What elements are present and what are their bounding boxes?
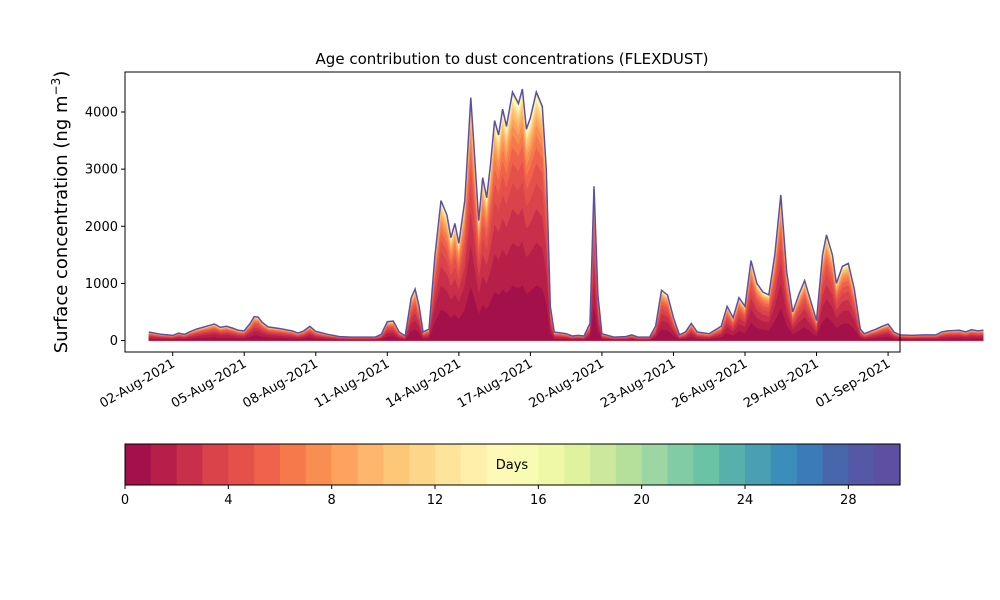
x-tick-label: 08-Aug-2021 xyxy=(240,356,320,411)
x-tick-label: 01-Sep-2021 xyxy=(813,356,893,411)
colorbar-segment xyxy=(796,444,824,485)
chart-title: Age contribution to dust concentrations … xyxy=(316,50,709,68)
y-tick-label: 0 xyxy=(110,334,118,349)
colorbar-segment xyxy=(305,444,333,485)
y-tick-label: 1000 xyxy=(85,277,118,292)
colorbar-segment xyxy=(641,444,669,485)
y-tick-label: 4000 xyxy=(85,106,118,121)
colorbar-tick-label: 16 xyxy=(530,493,547,508)
colorbar-segment xyxy=(228,444,255,485)
colorbar-segment xyxy=(409,444,436,485)
colorbar-segment xyxy=(822,444,849,485)
colorbar-frame xyxy=(124,443,901,486)
colorbar-segment xyxy=(125,444,152,485)
colorbar-segment xyxy=(719,444,746,485)
colorbar-segment xyxy=(486,444,514,485)
colorbar-segment xyxy=(460,444,488,485)
colorbar-segment xyxy=(848,444,875,485)
x-tick-label: 23-Aug-2021 xyxy=(598,356,678,411)
y-tick-label: 3000 xyxy=(85,163,118,178)
x-tick-label: 05-Aug-2021 xyxy=(169,356,249,411)
colorbar-segment xyxy=(383,444,410,485)
colorbar-segment xyxy=(435,444,462,485)
colorbar-segment xyxy=(150,444,178,485)
x-tick-label: 17-Aug-2021 xyxy=(455,356,535,411)
x-tick-label: 14-Aug-2021 xyxy=(384,356,464,411)
colorbar-segment xyxy=(693,444,720,485)
colorbar-tick-label: 28 xyxy=(840,493,857,508)
colorbar-tick-label: 12 xyxy=(427,493,444,508)
x-tick-label: 26-Aug-2021 xyxy=(670,356,750,411)
colorbar-tick-label: 24 xyxy=(737,493,754,508)
x-tick-label: 02-Aug-2021 xyxy=(97,356,177,411)
colorbar-segment xyxy=(667,444,694,485)
colorbar-tick-label: 0 xyxy=(121,493,129,508)
x-tick-label: 29-Aug-2021 xyxy=(741,356,821,411)
colorbar-segment xyxy=(770,444,798,485)
colorbar-tick-label: 8 xyxy=(328,493,336,508)
colorbar-segment xyxy=(590,444,617,485)
colorbar-tick-label: 20 xyxy=(633,493,650,508)
x-tick-label: 20-Aug-2021 xyxy=(527,356,607,411)
y-tick-label: 2000 xyxy=(85,220,118,235)
colorbar-segment xyxy=(202,444,229,485)
colorbar-segment xyxy=(538,444,565,485)
age-band-1 xyxy=(148,241,984,341)
plot-area xyxy=(125,72,984,352)
colorbar-tick-label: 4 xyxy=(224,493,232,508)
age-band-0 xyxy=(148,284,984,341)
colorbar-segment xyxy=(745,444,772,485)
colorbar-segment xyxy=(512,444,539,485)
colorbar-segment xyxy=(615,444,643,485)
colorbar-segment xyxy=(176,444,204,485)
colorbar-segment xyxy=(280,444,307,485)
colorbar-segment xyxy=(331,444,359,485)
y-axis-label: Surface concentration (ng m−3) xyxy=(49,71,72,354)
colorbar-segment xyxy=(874,444,901,485)
x-tick-label: 11-Aug-2021 xyxy=(312,356,392,411)
colorbar-segment xyxy=(564,444,591,485)
total-series-line xyxy=(148,88,984,338)
plot-frame xyxy=(124,71,901,353)
colorbar-label: Days xyxy=(496,458,529,473)
colorbar-segment xyxy=(357,444,384,485)
colorbar: Days 0 4 8 12 16 20 24 28 xyxy=(121,443,901,508)
colorbar-segment xyxy=(254,444,281,485)
